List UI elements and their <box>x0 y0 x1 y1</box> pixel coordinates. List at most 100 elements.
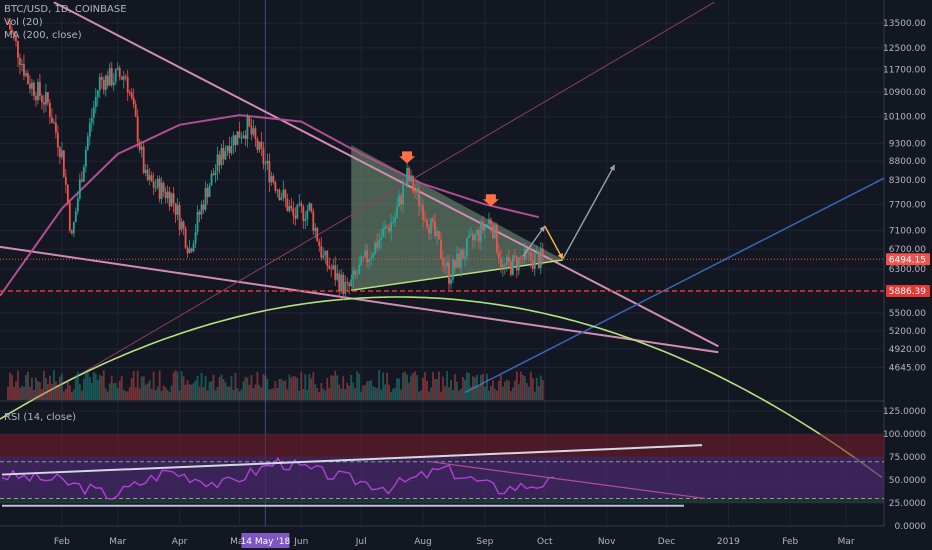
volume-bar <box>491 380 494 400</box>
candle-body <box>472 233 474 241</box>
volume-bar <box>344 389 347 400</box>
candle-body <box>288 206 291 211</box>
time-tick-label: Oct <box>537 537 553 547</box>
candle-body <box>138 142 141 150</box>
time-tick-label: Aug <box>414 537 432 547</box>
volume-bar <box>122 389 125 400</box>
candle-body <box>216 154 219 172</box>
candle-body <box>248 116 251 126</box>
candle-body <box>352 271 355 280</box>
candle-body <box>284 189 287 199</box>
volume-bar <box>86 372 89 400</box>
volume-bar <box>525 382 528 400</box>
volume-bar <box>501 386 504 400</box>
rsi-legend: RSI (14, close) <box>4 412 77 423</box>
volume-bar <box>282 380 285 400</box>
candle-body <box>454 259 456 268</box>
volume-bar <box>272 388 275 400</box>
candle-body <box>404 184 406 186</box>
volume-bar <box>92 371 95 400</box>
volume-bar <box>21 385 23 400</box>
candle-body <box>306 210 309 220</box>
lower-channel-line <box>0 245 719 354</box>
candle-body <box>112 81 115 86</box>
volume-bar <box>350 374 353 400</box>
candle-body <box>130 92 133 98</box>
candle-body <box>418 188 420 207</box>
volume-bar <box>458 390 460 400</box>
volume-bar <box>503 381 506 400</box>
volume-bar <box>290 377 293 400</box>
candle-body <box>300 203 303 207</box>
candle-body <box>452 259 454 280</box>
candle-body <box>314 227 317 231</box>
volume-bar <box>495 390 498 400</box>
blue-trend-line <box>464 177 885 394</box>
candle-body <box>424 219 426 221</box>
volume-bar <box>214 390 217 400</box>
candle-body <box>94 97 97 108</box>
candle-body <box>142 146 145 173</box>
candle-body <box>356 273 359 275</box>
candle-body <box>108 68 111 86</box>
price-tick-label: 8800.00 <box>889 157 926 167</box>
candle-body <box>238 131 241 138</box>
candle-body <box>422 205 424 220</box>
candle-body <box>382 228 385 238</box>
rsi-tick-label: 25.0000 <box>889 499 926 509</box>
volume-bar <box>158 370 161 400</box>
volume-bar <box>31 377 33 400</box>
volume-bar <box>74 375 77 400</box>
projection-arrows <box>522 164 616 260</box>
candle-body <box>200 204 203 215</box>
candle-body <box>234 135 237 145</box>
candle-body <box>406 167 408 185</box>
candle-body <box>25 73 27 76</box>
candle-body <box>541 248 544 256</box>
price-tick-label: 6700.00 <box>889 245 926 255</box>
candle-body <box>539 248 542 269</box>
candle-body <box>497 252 500 259</box>
volume-bar <box>64 388 67 400</box>
candle-body <box>446 261 448 267</box>
candle-body <box>188 248 191 254</box>
candle-body <box>98 77 101 91</box>
volume-bar <box>489 385 492 400</box>
time-tick-label: 2019 <box>717 537 740 547</box>
time-tick-label: Nov <box>598 537 616 547</box>
candle-body <box>493 224 496 239</box>
volume-bar <box>152 371 155 400</box>
candle-body <box>412 175 414 192</box>
sell-signal-arrow <box>399 151 416 164</box>
candle-body <box>116 67 119 70</box>
volume-bar <box>342 376 345 400</box>
candle-body <box>254 128 257 140</box>
candle-body <box>206 187 209 198</box>
volume-bar <box>507 380 510 400</box>
volume-bar <box>314 384 317 400</box>
candle-body <box>338 273 341 291</box>
volume-bar <box>480 375 482 400</box>
candle-body <box>64 176 67 185</box>
volume-bar <box>250 375 253 400</box>
candle-body <box>240 137 243 139</box>
candle-body <box>198 211 201 215</box>
candle-body <box>214 171 217 176</box>
candle-body <box>478 229 480 242</box>
volume-bar <box>450 379 452 400</box>
volume-bar <box>300 371 303 400</box>
candle-body <box>438 231 440 240</box>
price-tick-label: 8300.00 <box>889 176 926 186</box>
candle-body <box>533 253 536 269</box>
crosshair-date-box <box>241 533 290 548</box>
candle-body <box>70 230 73 234</box>
candle-body <box>458 253 460 268</box>
volume-bar <box>505 379 508 400</box>
candle-body <box>527 252 530 254</box>
volume-bar <box>541 380 544 400</box>
volume-bar <box>258 385 261 400</box>
candle-body <box>246 116 249 139</box>
volume-bar <box>200 372 203 400</box>
volume-bar <box>523 376 526 400</box>
